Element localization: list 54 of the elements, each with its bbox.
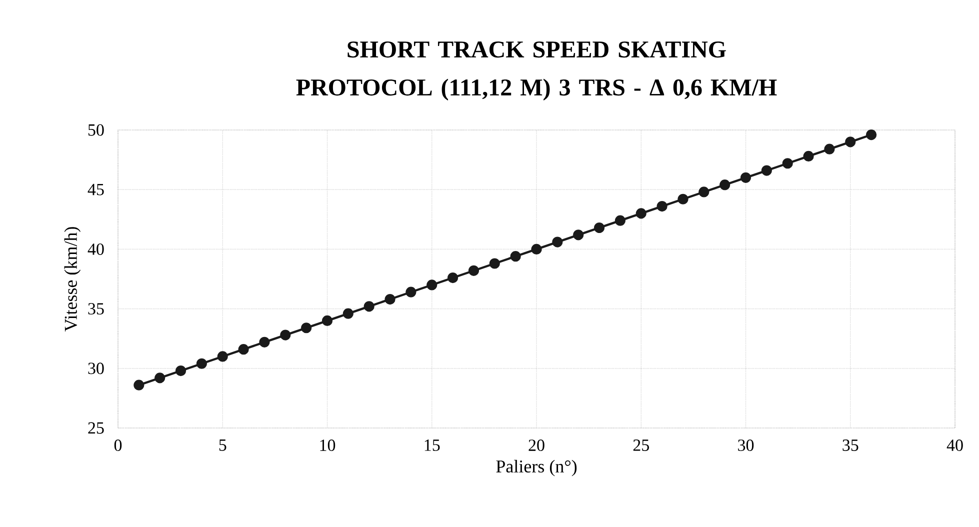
y-tick-label: 40 — [88, 243, 104, 255]
x-tick-label: 5 — [219, 440, 226, 451]
point — [656, 200, 668, 212]
point — [238, 344, 249, 355]
point — [803, 150, 814, 162]
y-tick-label: 35 — [88, 303, 104, 315]
point — [154, 372, 166, 384]
point — [573, 230, 584, 240]
point — [782, 158, 793, 169]
point — [845, 136, 856, 148]
y-axis-title: Vitesse (km/h) — [64, 227, 81, 332]
x-tick-label: 10 — [320, 440, 336, 452]
point — [510, 251, 521, 262]
x-tick-label: 40 — [946, 440, 963, 452]
point — [552, 236, 563, 248]
point — [217, 351, 228, 362]
point — [175, 365, 186, 376]
point — [761, 165, 772, 176]
point — [468, 265, 480, 276]
y-tick-label: 30 — [88, 362, 104, 374]
point — [280, 330, 291, 340]
point — [531, 244, 542, 254]
x-tick-label: 30 — [738, 440, 754, 452]
x-tick-label: 0 — [114, 440, 122, 452]
point — [384, 294, 396, 305]
point — [824, 144, 835, 154]
y-tick-label: 25 — [88, 422, 104, 434]
point — [322, 315, 333, 326]
point — [614, 215, 626, 226]
point — [678, 194, 688, 204]
x-tick-label: 15 — [424, 440, 440, 451]
point — [259, 336, 270, 348]
chart-title: SHORT TRACK SPEED SKATING PROTOCOL (111,12 M) 3 TRS - Δ 0,6 KM/H — [296, 41, 777, 100]
point — [489, 258, 500, 269]
y-tick-label: 50 — [88, 124, 104, 136]
point — [636, 208, 646, 219]
point — [406, 286, 416, 298]
point — [301, 322, 312, 334]
point — [720, 180, 730, 190]
x-tick-label: 25 — [633, 440, 649, 451]
point — [196, 358, 208, 369]
point — [364, 301, 374, 312]
point — [426, 280, 438, 290]
y-tick-label: 45 — [88, 184, 104, 196]
point — [134, 380, 144, 390]
x-tick-label: 20 — [528, 440, 544, 452]
point — [594, 222, 605, 234]
point — [342, 308, 354, 319]
x-axis-title: Paliers (n°) — [496, 460, 577, 476]
point — [740, 172, 752, 183]
point — [698, 186, 710, 198]
x-tick-label: 35 — [842, 440, 858, 451]
point — [866, 129, 877, 140]
point — [448, 272, 458, 284]
